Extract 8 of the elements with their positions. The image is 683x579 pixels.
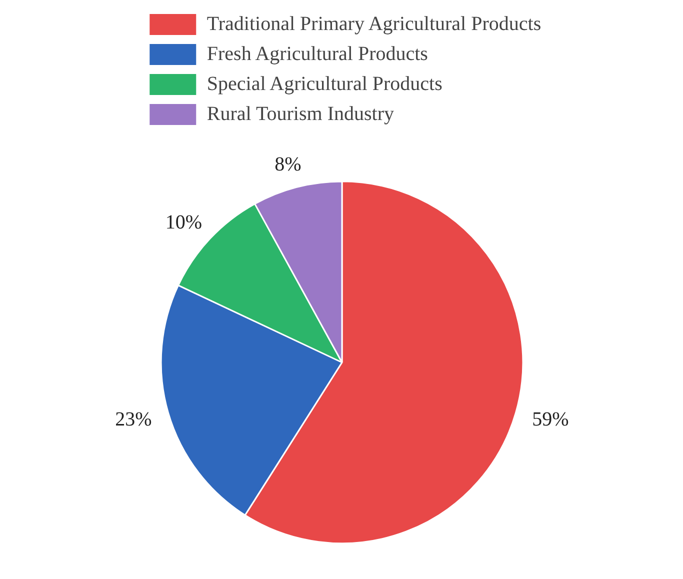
legend-label: Traditional Primary Agricultural Products <box>206 12 542 36</box>
data-label: 23% <box>115 408 152 430</box>
data-label: 59% <box>532 408 569 430</box>
legend-label: Special Agricultural Products <box>206 72 442 96</box>
data-label: 8% <box>274 153 302 176</box>
data-label: 10% <box>165 211 202 234</box>
legend-label: Rural Tourism Industry <box>206 102 394 126</box>
legend-label: Fresh Agricultural Products <box>206 42 428 66</box>
